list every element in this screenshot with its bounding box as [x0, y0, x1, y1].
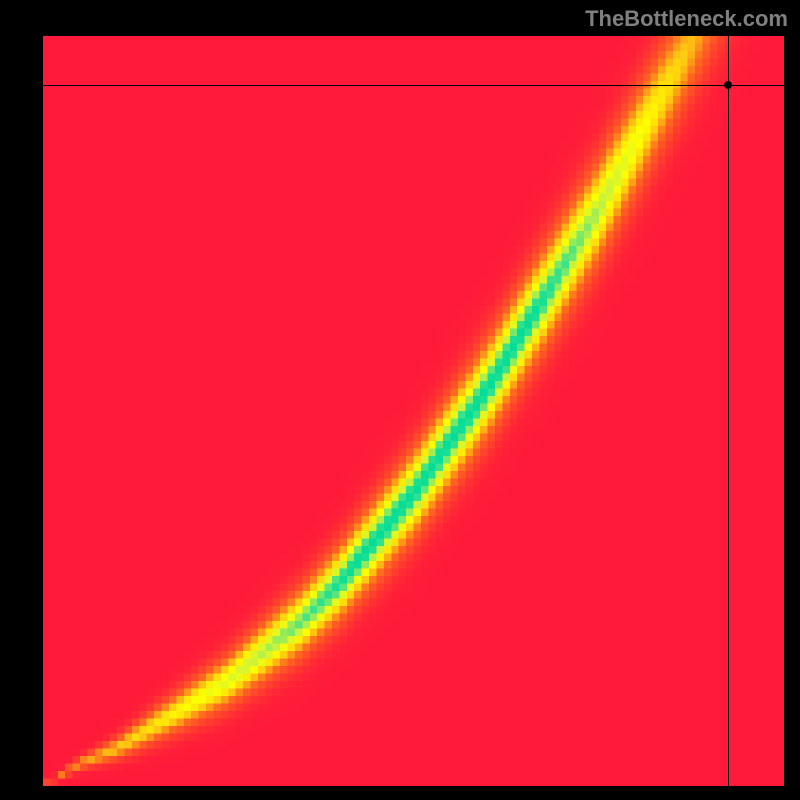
heatmap-canvas	[43, 36, 784, 786]
crosshair-vertical	[728, 36, 729, 786]
heatmap-plot	[43, 36, 784, 786]
crosshair-horizontal	[43, 85, 784, 86]
watermark-text: TheBottleneck.com	[585, 6, 788, 32]
